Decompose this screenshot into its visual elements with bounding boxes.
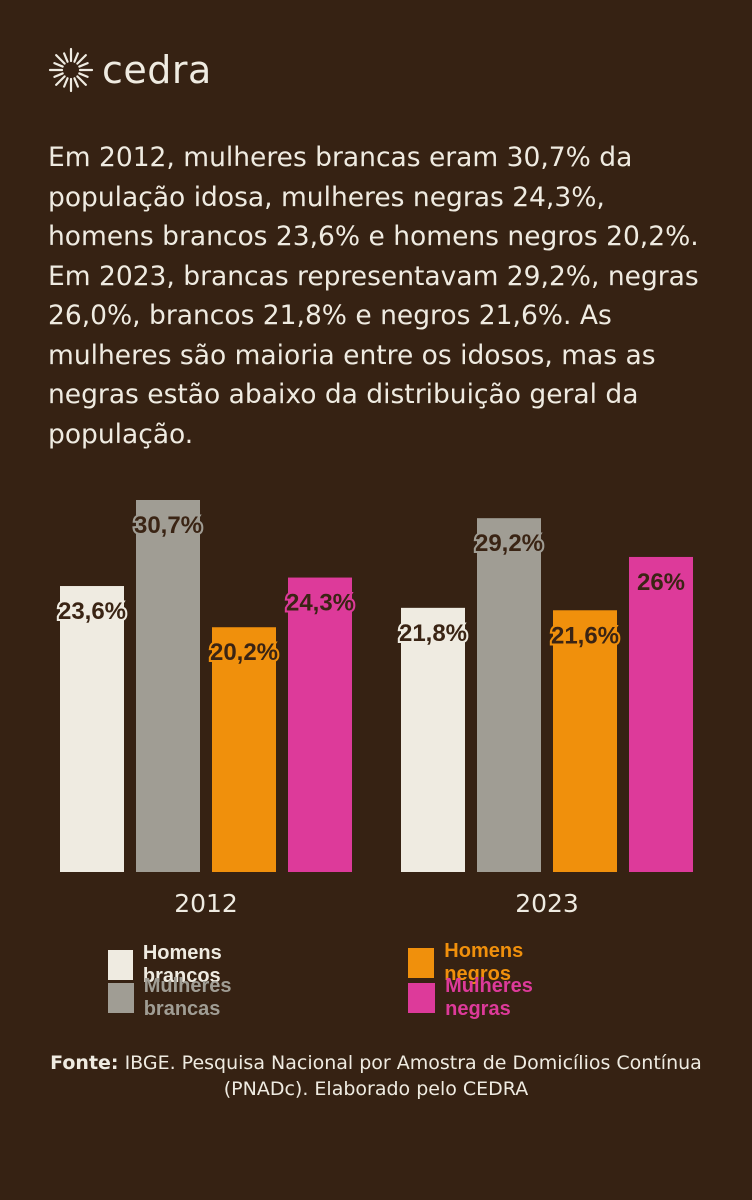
- sun-ray: [55, 75, 66, 86]
- source-prefix: Fonte:: [50, 1052, 119, 1074]
- data-label: 21,6%: [551, 622, 619, 649]
- data-label: 26%: [637, 569, 685, 596]
- legend-label: Homens negros: [444, 940, 524, 985]
- source-note: Fonte: IBGE. Pesquisa Nacional por Amost…: [20, 1050, 732, 1102]
- sun-icon: [48, 47, 94, 93]
- legend-swatch: [108, 950, 133, 980]
- sun-ray: [53, 72, 64, 78]
- sun-ray: [53, 62, 64, 68]
- bar-2012-1: [60, 586, 124, 872]
- bar-2023-1: [401, 607, 465, 872]
- legend-item-mulheres-negras: Mulheres negras: [408, 975, 548, 1020]
- sun-ray: [63, 52, 69, 63]
- sun-ray: [63, 77, 69, 88]
- data-label: 21,8%: [399, 620, 467, 647]
- brand-logo: cedra: [48, 44, 212, 96]
- legend-item-mulheres-brancas: Mulheres brancas: [108, 975, 248, 1020]
- bar-2023-2: [477, 518, 541, 872]
- sun-ray: [78, 72, 89, 78]
- sun-ray: [76, 75, 87, 86]
- legend-item-homens-negros: Homens negros: [408, 940, 539, 985]
- source-text: IBGE. Pesquisa Nacional por Amostra de D…: [118, 1052, 702, 1100]
- bar-2023-3: [553, 610, 617, 872]
- legend-label: Mulheres negras: [445, 975, 533, 1020]
- x-tick-label: 2023: [515, 889, 579, 918]
- legend-swatch: [108, 983, 134, 1013]
- data-label: 20,2%: [210, 639, 278, 666]
- sun-ray: [73, 77, 79, 88]
- legend-label: Mulheres brancas: [143, 975, 232, 1020]
- legend-swatch: [408, 983, 436, 1013]
- bar-2012-4: [288, 577, 352, 872]
- sun-ray: [73, 52, 79, 63]
- sun-ray: [76, 54, 87, 65]
- legend-item-homens-brancos: Homens brancos: [108, 942, 239, 987]
- x-tick-label: 2012: [174, 889, 238, 918]
- data-label: 30,7%: [134, 512, 202, 539]
- bar-2023-4: [629, 556, 693, 872]
- sun-ray: [78, 62, 89, 68]
- sun-ray: [55, 54, 66, 65]
- bar-2012-2: [136, 500, 200, 872]
- bar-chart: 23,6% 30,7% 20,2% 24,3% 21,8% 29,2% 21,6% 26% 2…: [56, 500, 693, 918]
- legend-swatch: [408, 948, 435, 978]
- bar-2012-3: [212, 627, 276, 872]
- data-label: 23,6%: [58, 598, 126, 625]
- data-label: 24,3%: [286, 590, 354, 617]
- data-label: 29,2%: [475, 530, 543, 557]
- intro-text: Em 2012, mulheres brancas eram 30,7% da …: [48, 142, 699, 450]
- legend-label: Homens brancos: [142, 942, 222, 987]
- brand-name: cedra: [102, 48, 212, 92]
